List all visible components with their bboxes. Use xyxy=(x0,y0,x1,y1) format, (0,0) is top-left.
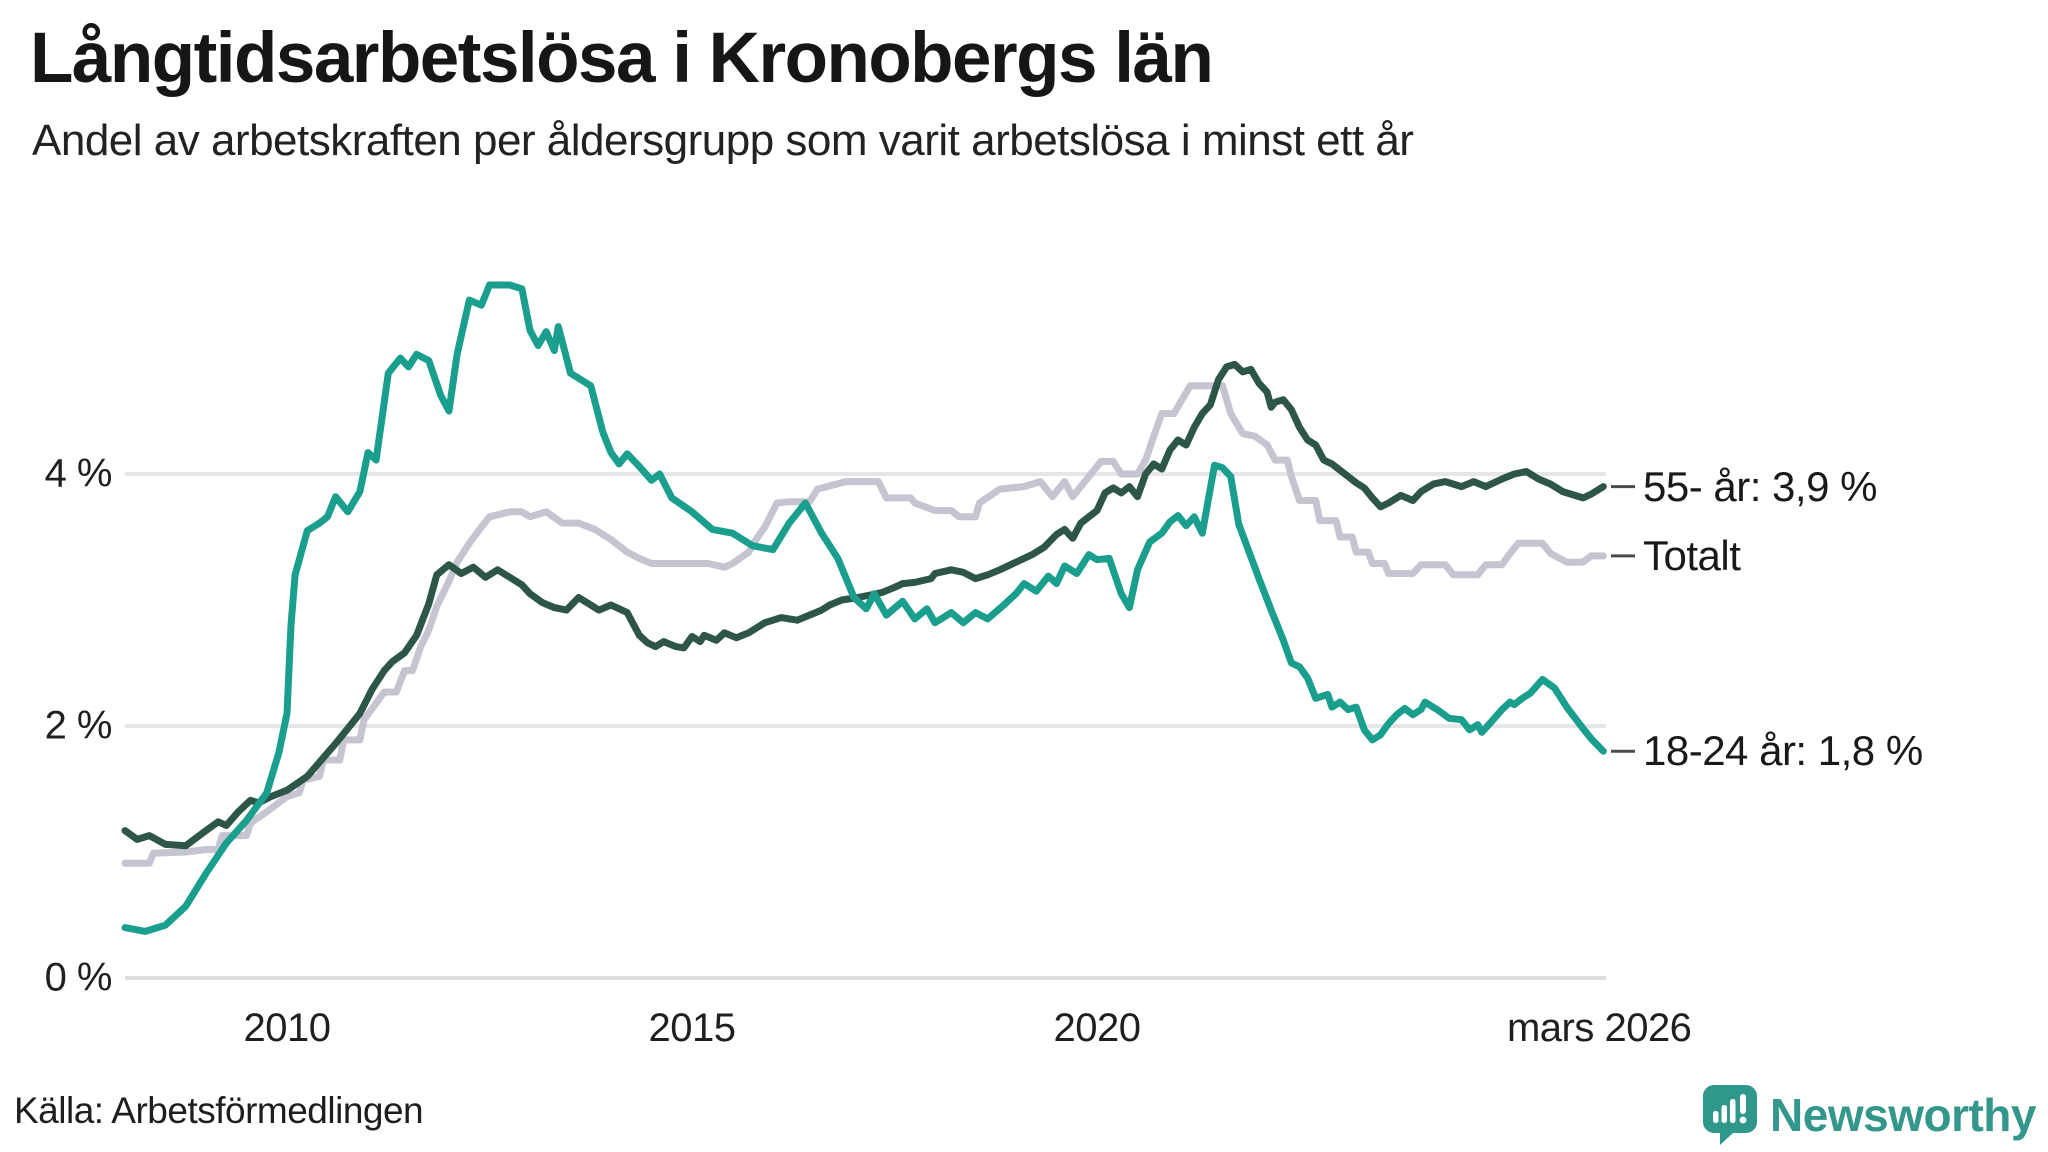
series-end-label-totalt: Totalt xyxy=(1643,531,1741,579)
series-line-18-24 xyxy=(121,281,1607,935)
y-axis-tick-0: 0 % xyxy=(44,955,113,1000)
x-axis-tick-mars-2026: mars 2026 xyxy=(1506,1006,1692,1050)
x-axis-tick-2015: 2015 xyxy=(648,1006,736,1050)
x-axis-tick-2010: 2010 xyxy=(243,1006,331,1050)
page-title: Långtidsarbetslösa i Kronobergs län xyxy=(30,19,1214,98)
series-line-totalt xyxy=(121,382,1607,867)
series-end-label-55-plus: 55- år: 3,9 % xyxy=(1643,462,1877,510)
newsworthy-wordmark: Newsworthy xyxy=(1770,1089,2036,1141)
series-line-55-plus xyxy=(121,360,1607,850)
newsworthy-bubble-icon xyxy=(1703,1085,1758,1145)
source-note: Källa: Arbetsförmedlingen xyxy=(14,1090,424,1131)
y-axis-tick-2: 2 % xyxy=(44,703,113,748)
series-end-label-18-24: 18-24 år: 1,8 % xyxy=(1643,727,1923,775)
x-axis-tick-2020: 2020 xyxy=(1053,1006,1141,1050)
newsworthy-logo: Newsworthy xyxy=(1702,1084,2036,1146)
y-axis-tick-4: 4 % xyxy=(44,451,113,496)
chart-subtitle: Andel av arbetskraften per åldersgrupp s… xyxy=(32,116,1414,165)
